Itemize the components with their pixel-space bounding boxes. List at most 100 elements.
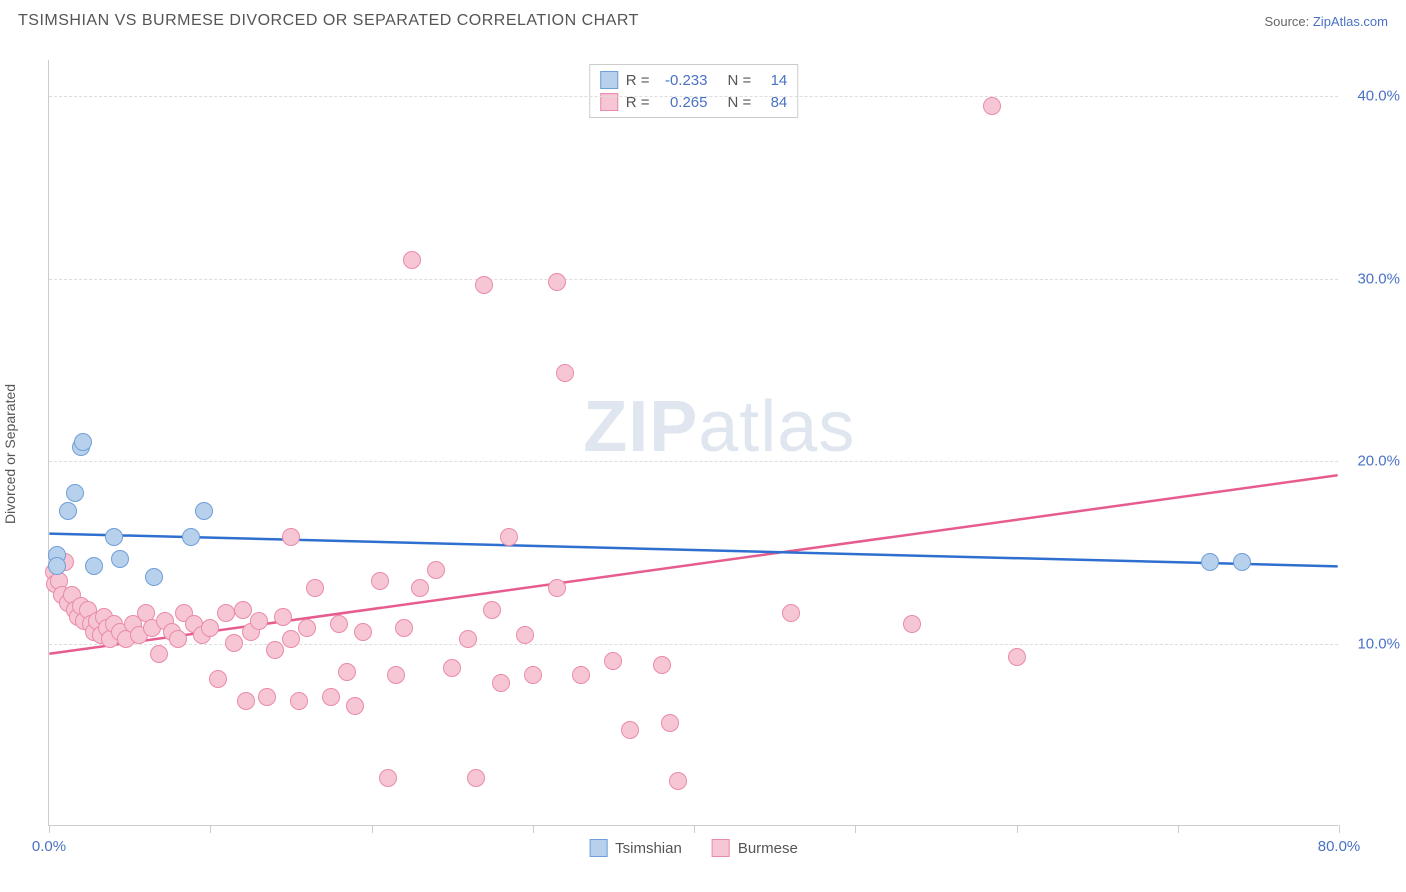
data-point-burmese bbox=[604, 652, 622, 670]
data-point-tsimshian bbox=[66, 484, 84, 502]
data-point-burmese bbox=[250, 612, 268, 630]
data-point-burmese bbox=[983, 97, 1001, 115]
data-point-tsimshian bbox=[111, 550, 129, 568]
data-point-burmese bbox=[661, 714, 679, 732]
r-label: R = bbox=[626, 72, 650, 89]
x-tick bbox=[49, 825, 50, 833]
x-tick bbox=[372, 825, 373, 833]
data-point-burmese bbox=[411, 579, 429, 597]
data-point-tsimshian bbox=[1233, 553, 1251, 571]
data-point-burmese bbox=[379, 769, 397, 787]
x-tick bbox=[1339, 825, 1340, 833]
data-point-burmese bbox=[548, 273, 566, 291]
watermark-zip: ZIP bbox=[583, 387, 698, 467]
data-point-burmese bbox=[209, 670, 227, 688]
y-tick-label: 40.0% bbox=[1357, 88, 1400, 105]
data-point-burmese bbox=[403, 251, 421, 269]
legend-item-burmese: Burmese bbox=[712, 839, 798, 857]
swatch-tsimshian bbox=[600, 71, 618, 89]
stats-legend: R = -0.233 N = 14 R = 0.265 N = 84 bbox=[589, 64, 799, 118]
x-tick-label: 80.0% bbox=[1318, 838, 1361, 855]
data-point-burmese bbox=[298, 619, 316, 637]
data-point-tsimshian bbox=[195, 502, 213, 520]
data-point-burmese bbox=[782, 604, 800, 622]
data-point-burmese bbox=[274, 608, 292, 626]
data-point-tsimshian bbox=[85, 557, 103, 575]
trend-lines-layer bbox=[49, 60, 1338, 825]
data-point-burmese bbox=[427, 561, 445, 579]
x-tick bbox=[694, 825, 695, 833]
data-point-burmese bbox=[330, 615, 348, 633]
y-tick-label: 30.0% bbox=[1357, 270, 1400, 287]
source-link[interactable]: ZipAtlas.com bbox=[1313, 14, 1388, 29]
data-point-burmese bbox=[500, 528, 518, 546]
watermark: ZIPatlas bbox=[583, 386, 855, 468]
chart-plot-area: ZIPatlas R = -0.233 N = 14 R = 0.265 N =… bbox=[48, 60, 1338, 826]
n-label: N = bbox=[728, 72, 752, 89]
legend-label-tsimshian: Tsimshian bbox=[615, 840, 682, 857]
data-point-burmese bbox=[346, 697, 364, 715]
data-point-burmese bbox=[306, 579, 324, 597]
chart-title: TSIMSHIAN VS BURMESE DIVORCED OR SEPARAT… bbox=[18, 12, 639, 30]
data-point-burmese bbox=[621, 721, 639, 739]
data-point-burmese bbox=[290, 692, 308, 710]
data-point-burmese bbox=[201, 619, 219, 637]
data-point-burmese bbox=[443, 659, 461, 677]
data-point-burmese bbox=[225, 634, 243, 652]
data-point-burmese bbox=[475, 276, 493, 294]
y-axis-label: Divorced or Separated bbox=[2, 384, 18, 524]
data-point-burmese bbox=[258, 688, 276, 706]
n-value-tsimshian: 14 bbox=[759, 72, 787, 89]
data-point-burmese bbox=[266, 641, 284, 659]
data-point-tsimshian bbox=[1201, 553, 1219, 571]
y-tick-label: 10.0% bbox=[1357, 635, 1400, 652]
data-point-burmese bbox=[354, 623, 372, 641]
data-point-burmese bbox=[371, 572, 389, 590]
data-point-burmese bbox=[653, 656, 671, 674]
data-point-burmese bbox=[282, 528, 300, 546]
trend-line-tsimshian bbox=[49, 534, 1337, 567]
gridline bbox=[49, 96, 1338, 97]
x-tick bbox=[1017, 825, 1018, 833]
x-tick bbox=[1178, 825, 1179, 833]
source-prefix: Source: bbox=[1264, 14, 1312, 29]
data-point-burmese bbox=[556, 364, 574, 382]
data-point-burmese bbox=[459, 630, 477, 648]
data-point-burmese bbox=[234, 601, 252, 619]
legend-swatch-burmese bbox=[712, 839, 730, 857]
data-point-burmese bbox=[150, 645, 168, 663]
stats-row-burmese: R = 0.265 N = 84 bbox=[600, 91, 788, 113]
data-point-burmese bbox=[524, 666, 542, 684]
data-point-burmese bbox=[395, 619, 413, 637]
data-point-tsimshian bbox=[48, 557, 66, 575]
data-point-burmese bbox=[903, 615, 921, 633]
data-point-tsimshian bbox=[105, 528, 123, 546]
x-tick bbox=[533, 825, 534, 833]
legend-swatch-tsimshian bbox=[589, 839, 607, 857]
data-point-burmese bbox=[237, 692, 255, 710]
data-point-burmese bbox=[492, 674, 510, 692]
legend-item-tsimshian: Tsimshian bbox=[589, 839, 682, 857]
data-point-burmese bbox=[572, 666, 590, 684]
watermark-atlas: atlas bbox=[698, 387, 855, 467]
data-point-burmese bbox=[516, 626, 534, 644]
data-point-burmese bbox=[548, 579, 566, 597]
x-tick-label: 0.0% bbox=[32, 838, 66, 855]
data-point-burmese bbox=[467, 769, 485, 787]
gridline bbox=[49, 279, 1338, 280]
data-point-burmese bbox=[483, 601, 501, 619]
series-legend: Tsimshian Burmese bbox=[589, 839, 798, 857]
data-point-burmese bbox=[669, 772, 687, 790]
gridline bbox=[49, 461, 1338, 462]
data-point-burmese bbox=[169, 630, 187, 648]
r-value-tsimshian: -0.233 bbox=[658, 72, 708, 89]
data-point-burmese bbox=[338, 663, 356, 681]
data-point-burmese bbox=[387, 666, 405, 684]
source-attribution: Source: ZipAtlas.com bbox=[1264, 14, 1388, 29]
legend-label-burmese: Burmese bbox=[738, 840, 798, 857]
x-tick bbox=[210, 825, 211, 833]
x-tick bbox=[855, 825, 856, 833]
data-point-tsimshian bbox=[145, 568, 163, 586]
stats-row-tsimshian: R = -0.233 N = 14 bbox=[600, 69, 788, 91]
y-tick-label: 20.0% bbox=[1357, 453, 1400, 470]
